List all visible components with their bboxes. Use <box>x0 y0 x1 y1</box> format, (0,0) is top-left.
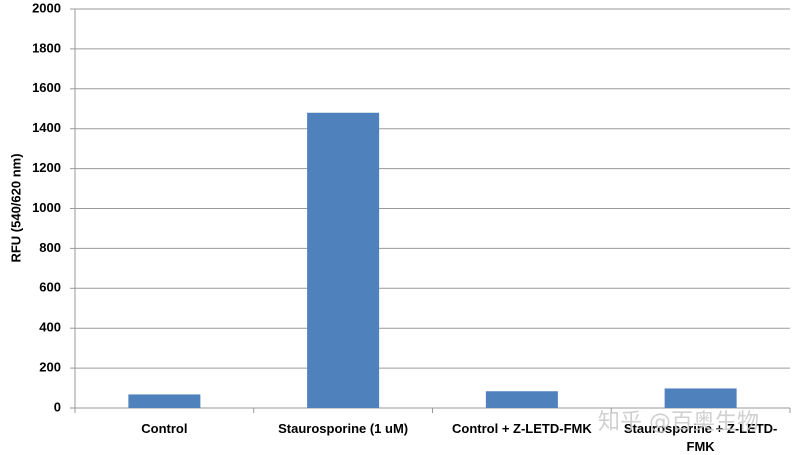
bar <box>128 394 201 408</box>
y-axis-label: RFU (540/620 nm) <box>8 153 23 262</box>
y-tick-label: 400 <box>39 320 61 335</box>
y-tick-label: 800 <box>39 240 61 255</box>
bar <box>307 112 380 409</box>
x-tick-label: Control <box>141 421 188 436</box>
x-tick-label: Staurosporine + Z-LETD-FMK <box>623 421 778 454</box>
y-tick-label: 2000 <box>32 0 61 15</box>
y-tick-label: 1000 <box>32 200 61 215</box>
y-tick-label: 600 <box>39 280 61 295</box>
bar <box>485 391 558 408</box>
watermark: 知乎 @百奥生物 <box>598 410 759 435</box>
y-tick-label: 1600 <box>32 80 61 95</box>
bar <box>664 388 737 408</box>
x-tick-label: Staurosporine (1 uM) <box>278 421 409 436</box>
y-tick-label: 1200 <box>32 160 61 175</box>
y-tick-label: 1400 <box>32 120 61 135</box>
x-tick-label: Control + Z-LETD-FMK <box>452 421 592 436</box>
y-tick-label: 1800 <box>32 40 61 55</box>
y-tick-label: 200 <box>39 360 61 375</box>
y-tick-label: 0 <box>54 399 61 414</box>
